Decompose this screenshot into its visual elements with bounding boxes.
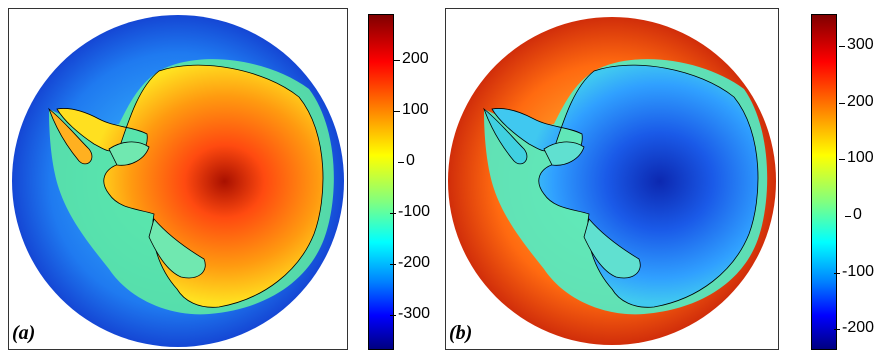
- map-frame-b: [445, 8, 779, 350]
- continent-b: [491, 64, 759, 308]
- ross-shelf-b: [583, 218, 641, 279]
- colorbar-tick-b-2: 100: [839, 149, 874, 166]
- colorbar-tick-b-3: 0: [845, 206, 862, 223]
- continent-a: [56, 64, 324, 308]
- colorbar-tick-b-0: 300: [839, 36, 874, 53]
- map-frame-a: [8, 8, 348, 350]
- colorbar-gradient-b: [812, 15, 836, 349]
- panel-b: (b) 300 200 100 0 -100 -200: [437, 0, 874, 353]
- colorbar-tick-a-0: 200: [394, 50, 429, 67]
- colorbar-tick-a-4: -200: [389, 254, 431, 271]
- antarctica-map-b: [448, 17, 776, 345]
- colorbar-tick-a-1: 100: [394, 101, 429, 118]
- peninsula-a: [48, 107, 93, 165]
- weddell-shelf-b: [543, 141, 585, 166]
- colorbar-gradient-a: [369, 15, 393, 349]
- colorbar-b: [811, 14, 837, 350]
- ross-shelf-a: [148, 218, 206, 279]
- colorbar-a: [368, 14, 394, 350]
- panel-label-a: (a): [12, 322, 36, 344]
- colorbar-tick-b-5: -200: [833, 319, 874, 336]
- peninsula-b: [483, 107, 528, 165]
- colorbar-tick-a-3: -100: [389, 203, 431, 220]
- weddell-shelf-a: [108, 141, 150, 166]
- colorbar-tick-a-2: 0: [398, 152, 415, 169]
- colorbar-tick-b-1: 200: [839, 93, 874, 110]
- antarctica-map-a: [12, 15, 344, 347]
- panel-label-b: (b): [449, 322, 473, 344]
- colorbar-tick-b-4: -100: [833, 263, 874, 280]
- panel-a: (a) 200 100 0 -100 -200 -300: [0, 0, 436, 353]
- colorbar-tick-a-5: -300: [389, 305, 431, 322]
